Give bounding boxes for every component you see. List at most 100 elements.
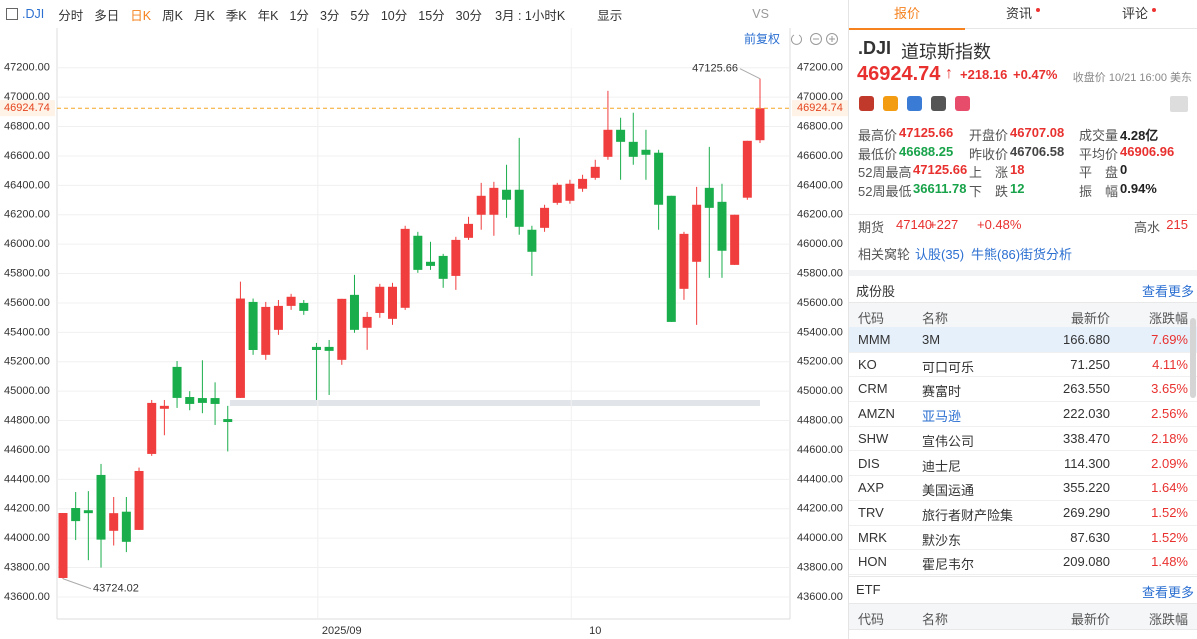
icons — [849, 96, 1197, 114]
icon[interactable] — [907, 96, 922, 111]
y-tick-label-right: 45600.00 — [797, 297, 843, 309]
candle-body — [565, 183, 575, 201]
section-title: 成份股 — [856, 284, 896, 299]
y-tick-label: 46800.00 — [4, 120, 50, 132]
y-tick-label: 45400.00 — [4, 326, 50, 338]
icon[interactable] — [931, 96, 946, 111]
period-tab[interactable]: 年K — [257, 8, 279, 23]
y-tick-label-right: 44400.00 — [797, 473, 843, 485]
candle-body — [311, 346, 321, 350]
table-row[interactable]: MMM 3M 166.680 7.69% — [849, 327, 1197, 353]
stat-value: 12 — [1010, 180, 1025, 196]
cell: SHW — [858, 430, 889, 446]
period-tab[interactable]: 周K — [162, 8, 183, 23]
stat-label: 下 跌 — [969, 183, 1009, 199]
table-row[interactable]: DIS 迪士尼 114.300 2.09% — [849, 451, 1197, 477]
candle-body — [514, 189, 524, 227]
y-tick-label-right: 43800.00 — [797, 561, 843, 573]
table-row[interactable]: AMZN 亚马逊 222.030 2.56% — [849, 401, 1197, 427]
selection-bar — [230, 400, 760, 406]
table-row[interactable]: KO 可口可乐 71.250 4.11% — [849, 352, 1197, 378]
cell: 338.470 — [1063, 430, 1110, 446]
related-link[interactable]: 认股(35) — [915, 247, 965, 262]
candle-body — [286, 296, 296, 306]
period-tab[interactable]: 1分 — [289, 8, 309, 23]
cell: TRV — [858, 504, 884, 520]
x-tick-label: 2025/09 — [322, 625, 362, 637]
status: 收盘价 10/21 16:00 美东 — [1072, 72, 1192, 84]
table-row[interactable]: SHW 宣伟公司 338.470 2.18% — [849, 426, 1197, 452]
cell: 4.11% — [1152, 356, 1188, 372]
icon[interactable] — [883, 96, 898, 111]
period-tab[interactable]: 15分 — [418, 8, 445, 23]
table-row[interactable]: HON 霍尼韦尔 209.080 1.48% — [849, 549, 1197, 575]
period-tab[interactable]: 5分 — [350, 8, 370, 23]
tab[interactable]: 评论 — [1081, 0, 1197, 28]
period-tab[interactable]: 月K — [193, 8, 215, 23]
symbol[interactable]: .DJI — [22, 7, 45, 21]
y-tick-label: 46400.00 — [4, 179, 50, 191]
y-tick-label-right: 45800.00 — [797, 267, 843, 279]
tab[interactable]: 资讯 — [965, 0, 1081, 28]
more-link[interactable]: 查看更多 — [1141, 284, 1194, 299]
y-tick-label-right: 44800.00 — [797, 414, 843, 426]
related-link[interactable]: 街货分析 — [1020, 247, 1073, 262]
tabs: 报价 资讯 评论 — [849, 0, 1197, 30]
icon[interactable] — [955, 96, 970, 111]
table-row[interactable]: CRM 赛富时 263.550 3.65% — [849, 376, 1197, 403]
more-link[interactable]: 查看更多 — [1141, 585, 1194, 600]
candle-body — [172, 366, 182, 398]
period-tab[interactable]: 10分 — [380, 8, 408, 23]
related-link[interactable]: 牛熊(86) — [971, 247, 1021, 262]
table-row[interactable]: AXP 美国运通 355.220 1.64% — [849, 475, 1197, 501]
y-tick-label: 46000.00 — [4, 238, 50, 250]
candle-body — [235, 298, 245, 398]
candle-body — [476, 195, 486, 215]
scrollbar — [1190, 318, 1196, 398]
candle-body — [426, 261, 436, 266]
cell: 2.18% — [1151, 430, 1188, 446]
constituents-title: 成份股 查看更多 — [849, 276, 1197, 302]
futures-change: +227 — [929, 217, 959, 232]
period-tab[interactable]: 分时 — [58, 8, 84, 23]
compare[interactable]: VS — [752, 7, 769, 21]
cell: 2.09% — [1151, 455, 1188, 471]
table-row[interactable]: TRV 旅行者财产险集 269.290 1.52% — [849, 500, 1197, 526]
cell: 71.250 — [1070, 356, 1110, 372]
period-tab[interactable]: 多日 — [94, 8, 120, 23]
y-tick-label-right: 46800.00 — [797, 120, 843, 132]
period-tab[interactable]: 30分 — [455, 8, 483, 23]
period-tab[interactable]: 3分 — [319, 8, 340, 23]
bell[interactable] — [1170, 96, 1188, 112]
table-row[interactable]: MRK 默沙东 87.630 1.52% — [849, 525, 1197, 551]
stats-row: 52周最低 36611.78 下 跌 12 振 幅 0.94% — [849, 181, 1197, 199]
symbol: .DJI — [858, 38, 892, 58]
period-tab[interactable]: 日K — [130, 8, 152, 23]
stat-label: 开盘价 — [969, 128, 1009, 143]
tab[interactable]: 报价 — [849, 0, 965, 30]
candle-body — [552, 184, 562, 203]
period-tab[interactable]: 季K — [225, 8, 247, 23]
cell: 7.69% — [1151, 332, 1188, 347]
candle-body — [210, 398, 220, 404]
adjust-toggle[interactable]: 前复权 — [744, 31, 780, 46]
icon[interactable] — [859, 96, 874, 111]
stat-value: 47125.66 — [899, 125, 954, 140]
stats-row: 最低价 46688.25 昨收价 46706.58 平均价 46906.96 — [849, 144, 1197, 162]
y-tick-label-right: 46600.00 — [797, 150, 843, 162]
candle-body — [324, 346, 334, 351]
range-select[interactable]: 3月 : 1小时K — [495, 8, 566, 23]
candle-body — [121, 511, 131, 542]
candle-body — [83, 510, 93, 514]
y-tick-label: 44400.00 — [4, 473, 50, 485]
stat-label: 52周最低 — [858, 183, 912, 199]
candle-body — [223, 419, 233, 423]
display-select[interactable]: 显示 — [597, 8, 623, 23]
candle-body — [337, 298, 347, 360]
name: 道琼斯指数 — [901, 42, 991, 62]
chart-controls[interactable] — [791, 33, 838, 45]
candle-body — [71, 508, 81, 522]
stat-label: 最高价 — [858, 128, 898, 143]
candle-body — [159, 405, 169, 409]
